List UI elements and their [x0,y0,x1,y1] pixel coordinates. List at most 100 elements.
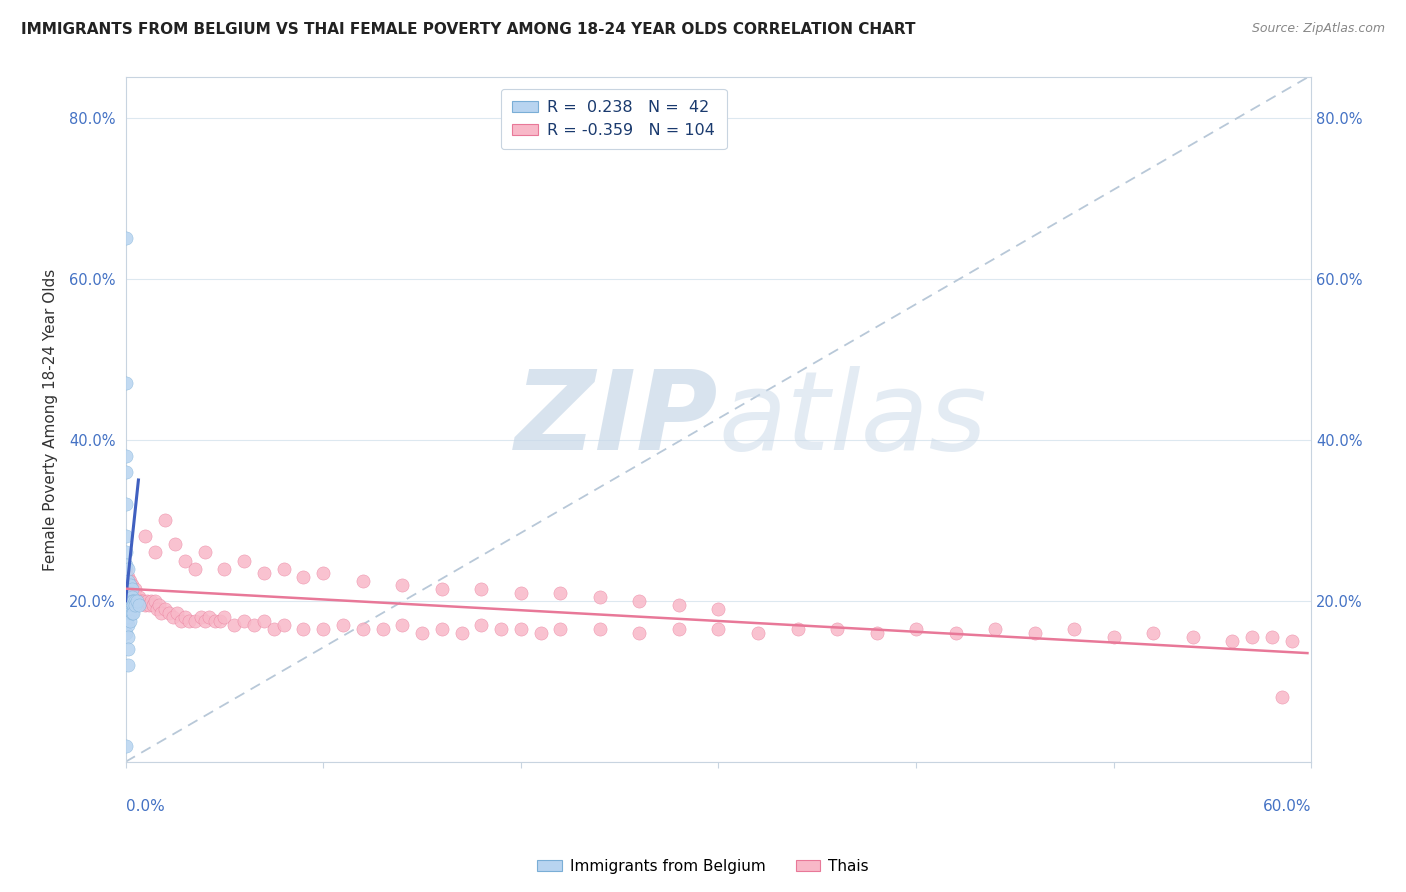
Point [114,449,136,463]
Point [124,582,146,596]
Point [1142,626,1164,640]
Point [128,590,150,604]
Point [589,590,612,604]
Point [411,626,433,640]
Point [143,593,166,607]
Point [489,622,512,636]
Point [153,513,176,527]
Point [117,582,139,596]
Point [114,545,136,559]
Point [430,622,453,636]
Legend: Immigrants from Belgium, Thais: Immigrants from Belgium, Thais [531,853,875,880]
Point [118,593,141,607]
Point [905,622,928,636]
Point [197,610,219,624]
Point [945,626,967,640]
Point [118,574,141,588]
Point [118,577,141,591]
Point [138,598,160,612]
Point [170,614,193,628]
Point [194,614,217,628]
Point [292,569,315,583]
Point [263,622,285,636]
Text: atlas: atlas [718,366,987,473]
Point [747,626,769,640]
Point [153,602,176,616]
Point [184,614,207,628]
Point [136,593,159,607]
Point [371,622,394,636]
Point [122,585,145,599]
Point [233,553,256,567]
Point [118,582,141,596]
Point [121,582,143,596]
Point [114,376,136,391]
Text: IMMIGRANTS FROM BELGIUM VS THAI FEMALE POVERTY AMONG 18-24 YEAR OLDS CORRELATION: IMMIGRANTS FROM BELGIUM VS THAI FEMALE P… [21,22,915,37]
Point [117,561,139,575]
Point [1241,630,1264,644]
Point [134,598,156,612]
Point [114,529,136,543]
Point [114,231,136,245]
Point [984,622,1007,636]
Point [121,593,143,607]
Point [1024,626,1046,640]
Point [190,610,212,624]
Point [122,606,145,620]
Text: Source: ZipAtlas.com: Source: ZipAtlas.com [1251,22,1385,36]
Point [122,593,145,607]
Point [1261,630,1284,644]
Point [173,610,195,624]
Point [117,574,139,588]
Point [253,566,276,580]
Point [117,598,139,612]
Point [114,465,136,479]
Point [786,622,808,636]
Point [628,593,651,607]
Point [1181,630,1204,644]
Point [707,602,730,616]
Point [150,606,173,620]
Point [470,618,492,632]
Point [332,618,354,632]
Point [209,614,232,628]
Point [117,593,139,607]
Point [391,618,413,632]
Point [121,582,143,596]
Point [668,622,690,636]
Point [124,598,146,612]
Point [122,598,145,612]
Point [184,561,207,575]
Point [114,602,136,616]
Point [352,574,374,588]
Point [194,545,217,559]
Point [707,622,730,636]
Point [114,574,136,588]
Text: 60.0%: 60.0% [1263,799,1312,814]
Point [117,630,139,644]
Point [470,582,492,596]
Point [668,598,690,612]
Point [121,606,143,620]
Point [430,582,453,596]
Point [124,590,146,604]
Point [146,602,169,616]
Point [312,566,335,580]
Point [114,574,136,588]
Point [273,618,295,632]
Point [124,593,146,607]
Point [117,618,139,632]
Point [117,585,139,599]
Point [127,593,149,607]
Point [143,545,166,559]
Point [1102,630,1125,644]
Point [589,622,612,636]
Point [114,558,136,572]
Point [128,598,150,612]
Y-axis label: Female Poverty Among 18-24 Year Olds: Female Poverty Among 18-24 Year Olds [44,268,58,571]
Point [117,642,139,657]
Point [509,622,531,636]
Point [114,561,136,575]
Point [1063,622,1085,636]
Point [114,585,136,599]
